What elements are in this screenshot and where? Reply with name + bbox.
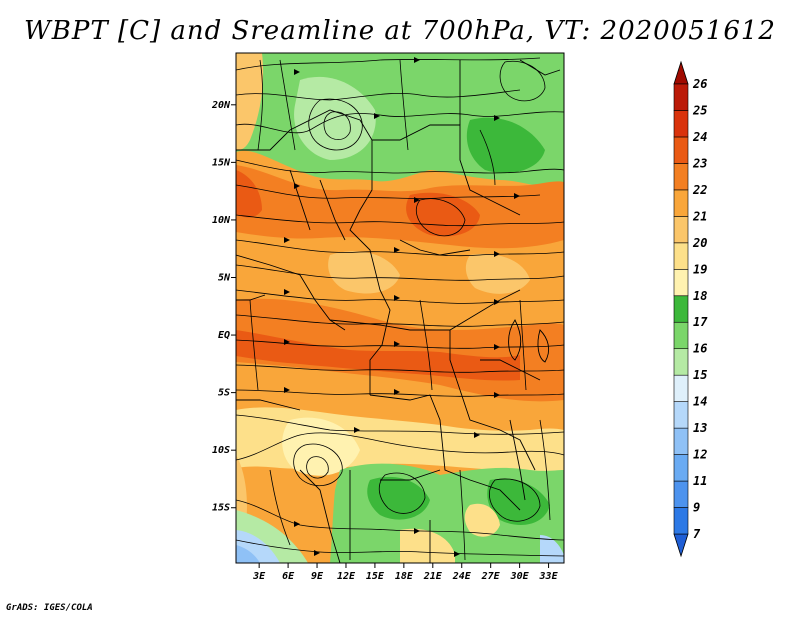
colorbar-swatch <box>673 427 689 455</box>
y-tick-label: 10N <box>212 215 231 226</box>
colorbar-swatch <box>673 216 689 244</box>
colorbar-high-triangle <box>673 60 689 85</box>
colorbar-label: 23 <box>692 156 707 170</box>
y-tick-label: 15S <box>212 503 230 514</box>
y-axis: 20N 15N 10N 5N EQ 5S 10S 15S <box>211 100 236 514</box>
x-tick-label: 21E <box>423 571 443 582</box>
colorbar-label: 24 <box>692 130 707 144</box>
colorbar-label: 26 <box>692 77 707 91</box>
grads-credit: GrADS: IGES/COLA <box>6 603 93 613</box>
colorbar-swatch <box>673 110 689 138</box>
colorbar-swatch <box>673 507 689 535</box>
colorbar-swatch <box>673 321 689 350</box>
colorbar-low-triangle <box>673 533 689 558</box>
y-tick-label: 5N <box>218 272 231 283</box>
x-tick-label: 24E <box>452 571 472 582</box>
y-tick-label: 20N <box>211 100 231 111</box>
x-tick-label: 30E <box>510 571 530 582</box>
x-tick-label: 33E <box>539 571 559 582</box>
colorbar-label: 16 <box>693 342 707 356</box>
colorbar-swatch <box>673 136 689 164</box>
x-tick-label: 18E <box>395 571 414 582</box>
colorbar-label: 7 <box>693 527 701 541</box>
colorbar-swatch <box>673 268 689 297</box>
map-frame <box>235 52 565 564</box>
colorbar-swatch <box>673 401 689 429</box>
colorbar-swatch <box>673 83 689 111</box>
colorbar-swatch <box>673 374 689 402</box>
y-tick-label: EQ <box>218 330 230 341</box>
x-tick-label: 15E <box>366 571 385 582</box>
colorbar-label: 18 <box>693 289 707 303</box>
y-tick-label: 10S <box>212 445 230 456</box>
x-tick-label: 6E <box>282 571 295 582</box>
x-tick-label: 27E <box>481 571 501 582</box>
x-axis: 3E 6E 9E 12E 15E 18E 21E 24E 27E 30E 33E <box>252 563 559 582</box>
colorbar-swatch <box>673 348 689 376</box>
colorbar-label: 21 <box>692 209 707 223</box>
wbpt-field <box>236 53 564 563</box>
colorbar-label: 25 <box>692 103 707 117</box>
colorbar-swatch <box>673 295 689 323</box>
colorbar: 7 9 11 12 13 14 15 16 17 18 19 20 21 22 23 24 25 26 <box>673 60 708 558</box>
colorbar-label: 12 <box>693 448 707 462</box>
colorbar-label: 20 <box>692 236 707 250</box>
colorbar-label: 9 <box>693 501 700 515</box>
y-tick-label: 5S <box>218 388 230 399</box>
colorbar-label: 11 <box>693 474 707 488</box>
colorbar-swatch <box>673 242 689 270</box>
colorbar-label: 15 <box>693 368 707 382</box>
x-tick-label: 12E <box>337 571 356 582</box>
colorbar-label: 19 <box>693 262 707 276</box>
x-tick-label: 9E <box>311 571 324 582</box>
colorbar-label: 13 <box>693 421 707 435</box>
colorbar-swatch <box>673 163 689 191</box>
colorbar-label: 17 <box>693 315 708 329</box>
chart-title: WBPT [C] and Sreamline at 700hPa, VT: 20… <box>24 16 776 46</box>
x-tick-label: 3E <box>252 571 266 582</box>
colorbar-label: 22 <box>692 183 707 197</box>
colorbar-swatch <box>673 480 689 508</box>
y-tick-label: 15N <box>212 157 231 168</box>
colorbar-swatch <box>673 454 689 482</box>
colorbar-label: 14 <box>693 395 707 409</box>
colorbar-swatch <box>673 189 689 217</box>
